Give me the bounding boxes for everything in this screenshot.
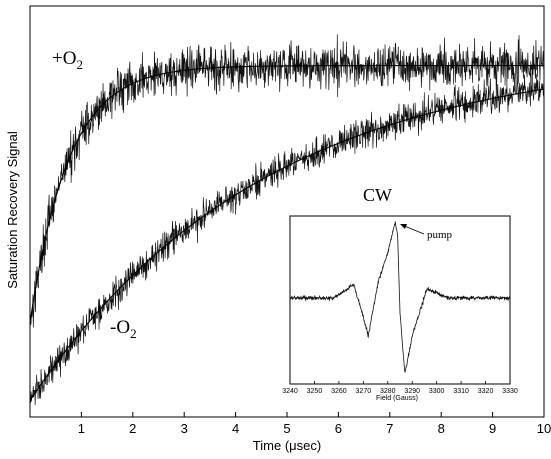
x-tick-label-6: 6 — [335, 421, 342, 436]
inset-x-tick-label-3240: 3240 — [282, 388, 298, 395]
inset-title: CW — [363, 185, 392, 205]
x-tick-label-5: 5 — [283, 421, 290, 436]
inset-x-ticks: 3240 3250 3260 3270 3280 3290 3300 3310 3320 3330 — [282, 381, 518, 395]
x-tick-label-7: 7 — [386, 421, 393, 436]
x-tick-label-10: 10 — [537, 421, 551, 436]
main-series-layer — [29, 34, 545, 405]
annotation-plus-o2: +O2 — [52, 48, 83, 72]
series-minus-o2-fit — [29, 88, 545, 401]
series-plusminus-o2-trace — [29, 34, 545, 328]
x-tick-label-4: 4 — [232, 421, 239, 436]
series-plusminus-o2-fit — [29, 65, 544, 323]
inset-x-tick-label-3330: 3330 — [502, 388, 518, 395]
x-tick-label-9: 9 — [489, 421, 496, 436]
inset-x-tick-label-3320: 3320 — [478, 388, 494, 395]
y-axis-title: Saturation Recovery Signal — [5, 131, 20, 289]
series-minus-o2-trace — [29, 73, 545, 405]
x-tick-label-8: 8 — [438, 421, 445, 436]
inset-x-tick-label-3300: 3300 — [429, 388, 445, 395]
annotation-minus-o2: -O2 — [110, 317, 137, 341]
inset-x-tick-label-3280: 3280 — [380, 388, 396, 395]
cw-inset: 3240 3250 3260 3270 3280 3290 3300 3310 3320 3330… — [282, 215, 518, 402]
pump-arrowhead — [400, 224, 407, 229]
inset-x-tick-label-3270: 3270 — [356, 388, 372, 395]
x-tick-label-1: 1 — [78, 421, 85, 436]
inset-x-tick-label-3250: 3250 — [307, 388, 323, 395]
cw-spectrum-trace — [289, 221, 511, 374]
pump-annotation: pump — [427, 229, 453, 241]
inset-series-layer — [289, 221, 511, 374]
x-tick-label-3: 3 — [181, 421, 188, 436]
inset-x-axis-title: Field (Gauss) — [376, 395, 418, 402]
x-axis-title: Time (μsec) — [253, 438, 321, 453]
inset-x-tick-label-3290: 3290 — [404, 388, 420, 395]
main-x-ticks: 1 2 3 4 5 6 7 8 9 10 — [78, 412, 551, 436]
inset-x-tick-label-3310: 3310 — [453, 388, 469, 395]
main-fit-layer — [29, 65, 545, 401]
inset-x-tick-label-3260: 3260 — [331, 388, 347, 395]
x-tick-label-2: 2 — [129, 421, 136, 436]
